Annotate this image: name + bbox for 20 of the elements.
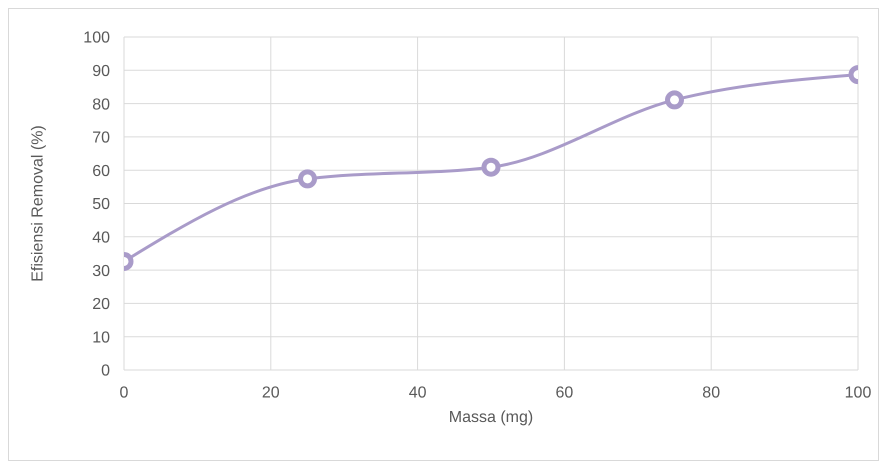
x-tick-label: 60 (556, 384, 574, 402)
point (482, 158, 500, 177)
y-tick-label: 60 (92, 162, 110, 180)
y-tick-label: 20 (92, 296, 110, 314)
y-tick-label: 40 (92, 229, 110, 246)
y-tick-label: 30 (92, 262, 110, 280)
y-tick-label: 70 (92, 130, 110, 147)
y-tick-label: 10 (92, 329, 110, 346)
x-tick-label: 100 (844, 384, 872, 402)
x-tick-label: 20 (262, 384, 280, 402)
y-axis-title: Efisiensi Removal (%) (30, 125, 47, 282)
x-tick-label: 0 (120, 384, 129, 402)
x-tick-label: 80 (702, 384, 720, 402)
x-tick-label: 40 (408, 384, 427, 402)
y-tick-label: 80 (92, 96, 110, 114)
y-tick-label: 50 (92, 196, 110, 214)
x-axis-title: Massa (mg) (448, 409, 534, 426)
y-tick-label: 100 (83, 30, 110, 47)
y-tick-label: 0 (101, 362, 110, 380)
y-tick-label: 90 (92, 62, 110, 80)
